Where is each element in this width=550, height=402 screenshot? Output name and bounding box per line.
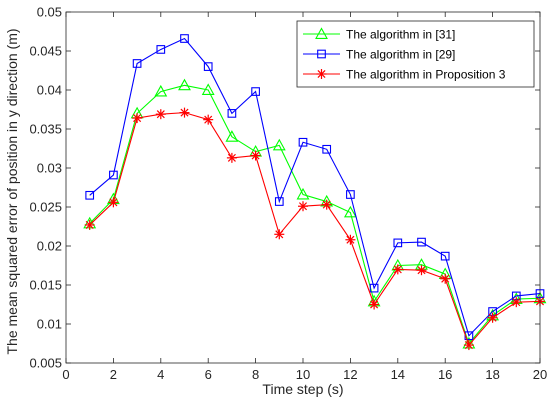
data-point-2-3 — [132, 59, 142, 68]
data-point-3-12 — [345, 234, 356, 245]
data-point-2-7 — [227, 109, 237, 118]
y-tick-label: 0.045 — [29, 44, 62, 59]
data-point-2-10 — [298, 137, 308, 147]
data-point-1-12 — [343, 205, 357, 218]
legend-entry-1: The algorithm in [31] — [303, 27, 455, 42]
data-point-3-10 — [298, 201, 308, 212]
data-point-2-14 — [393, 238, 403, 248]
axes-layer: 0 2 4 6 8 10 12 14 16 18 20 0.005 0.01 0.015 0.02 0.025… — [29, 5, 547, 383]
x-axis-title: Time step (s) — [262, 381, 343, 397]
data-point-2-8 — [251, 87, 260, 96]
data-point-3-19 — [511, 297, 522, 308]
data-point-1-6 — [201, 83, 215, 95]
data-point-3-3 — [132, 113, 143, 124]
series-layer — [83, 34, 547, 351]
legend-label: The algorithm in Proposition 3 — [346, 68, 506, 82]
data-point-2-12 — [346, 190, 355, 199]
x-tick-label: 6 — [205, 367, 212, 382]
x-tick-label: 20 — [533, 367, 547, 382]
x-tick-label: 10 — [296, 367, 310, 382]
y-tick-label: 0.005 — [29, 356, 62, 371]
x-tick-label: 16 — [438, 367, 452, 382]
data-point-3-15 — [416, 265, 427, 276]
data-point-3-14 — [392, 264, 403, 275]
legend-marker — [315, 27, 328, 39]
legend: The algorithm in [31] The algorithm in [2… — [296, 20, 535, 88]
data-point-1-10 — [296, 187, 310, 200]
data-point-3-7 — [226, 152, 237, 163]
data-point-1-9 — [272, 138, 286, 151]
data-point-2-6 — [203, 62, 213, 71]
data-point-1-7 — [225, 130, 239, 142]
y-tick-label: 0.04 — [37, 83, 62, 98]
y-axis-title: The mean squared error of position in y … — [4, 28, 20, 354]
data-point-2-4 — [156, 45, 166, 54]
x-tick-label: 8 — [252, 367, 259, 382]
data-point-3-13 — [369, 299, 380, 310]
data-point-3-4 — [155, 109, 166, 120]
legend-marker — [317, 49, 326, 59]
data-point-2-11 — [322, 144, 332, 154]
data-point-3-6 — [203, 114, 214, 125]
legend-label: The algorithm in [31] — [346, 28, 455, 42]
data-point-2-13 — [369, 283, 379, 293]
legend-label: The algorithm in [29] — [346, 48, 455, 62]
x-tick-label: 0 — [62, 367, 69, 382]
y-tick-label: 0.03 — [37, 161, 62, 176]
data-point-3-18 — [487, 312, 498, 323]
data-point-1-5 — [178, 78, 191, 91]
data-point-3-5 — [179, 107, 190, 118]
legend-entry-3: The algorithm in Proposition 3 — [303, 68, 506, 82]
x-tick-label: 14 — [391, 367, 405, 382]
y-tick-label: 0.015 — [29, 278, 62, 293]
y-tick-label: 0.05 — [37, 5, 62, 20]
data-point-2-9 — [274, 197, 284, 206]
series-3 — [84, 107, 545, 351]
data-point-2-1 — [85, 190, 95, 200]
x-tick-label: 12 — [343, 367, 357, 382]
data-point-3-1 — [84, 219, 95, 230]
data-point-3-2 — [108, 197, 119, 208]
data-point-3-8 — [250, 150, 261, 161]
y-tick-label: 0.025 — [29, 200, 62, 215]
data-point-3-17 — [463, 340, 474, 351]
data-point-2-16 — [440, 251, 450, 261]
legend-marker — [316, 69, 327, 79]
y-tick-label: 0.01 — [37, 317, 62, 332]
data-point-3-9 — [274, 229, 285, 240]
x-tick-label: 4 — [157, 367, 164, 382]
data-point-2-2 — [109, 170, 118, 180]
series-2 — [85, 34, 545, 341]
data-point-3-16 — [440, 273, 451, 284]
data-point-2-5 — [180, 34, 189, 43]
x-tick-label: 2 — [110, 367, 117, 382]
data-point-3-11 — [321, 199, 332, 210]
legend-entry-2: The algorithm in [29] — [303, 48, 455, 62]
x-tick-label: 18 — [485, 367, 499, 382]
y-tick-label: 0.035 — [29, 122, 62, 137]
data-point-2-15 — [417, 237, 426, 247]
y-tick-label: 0.02 — [37, 239, 62, 254]
data-point-1-4 — [154, 84, 168, 97]
